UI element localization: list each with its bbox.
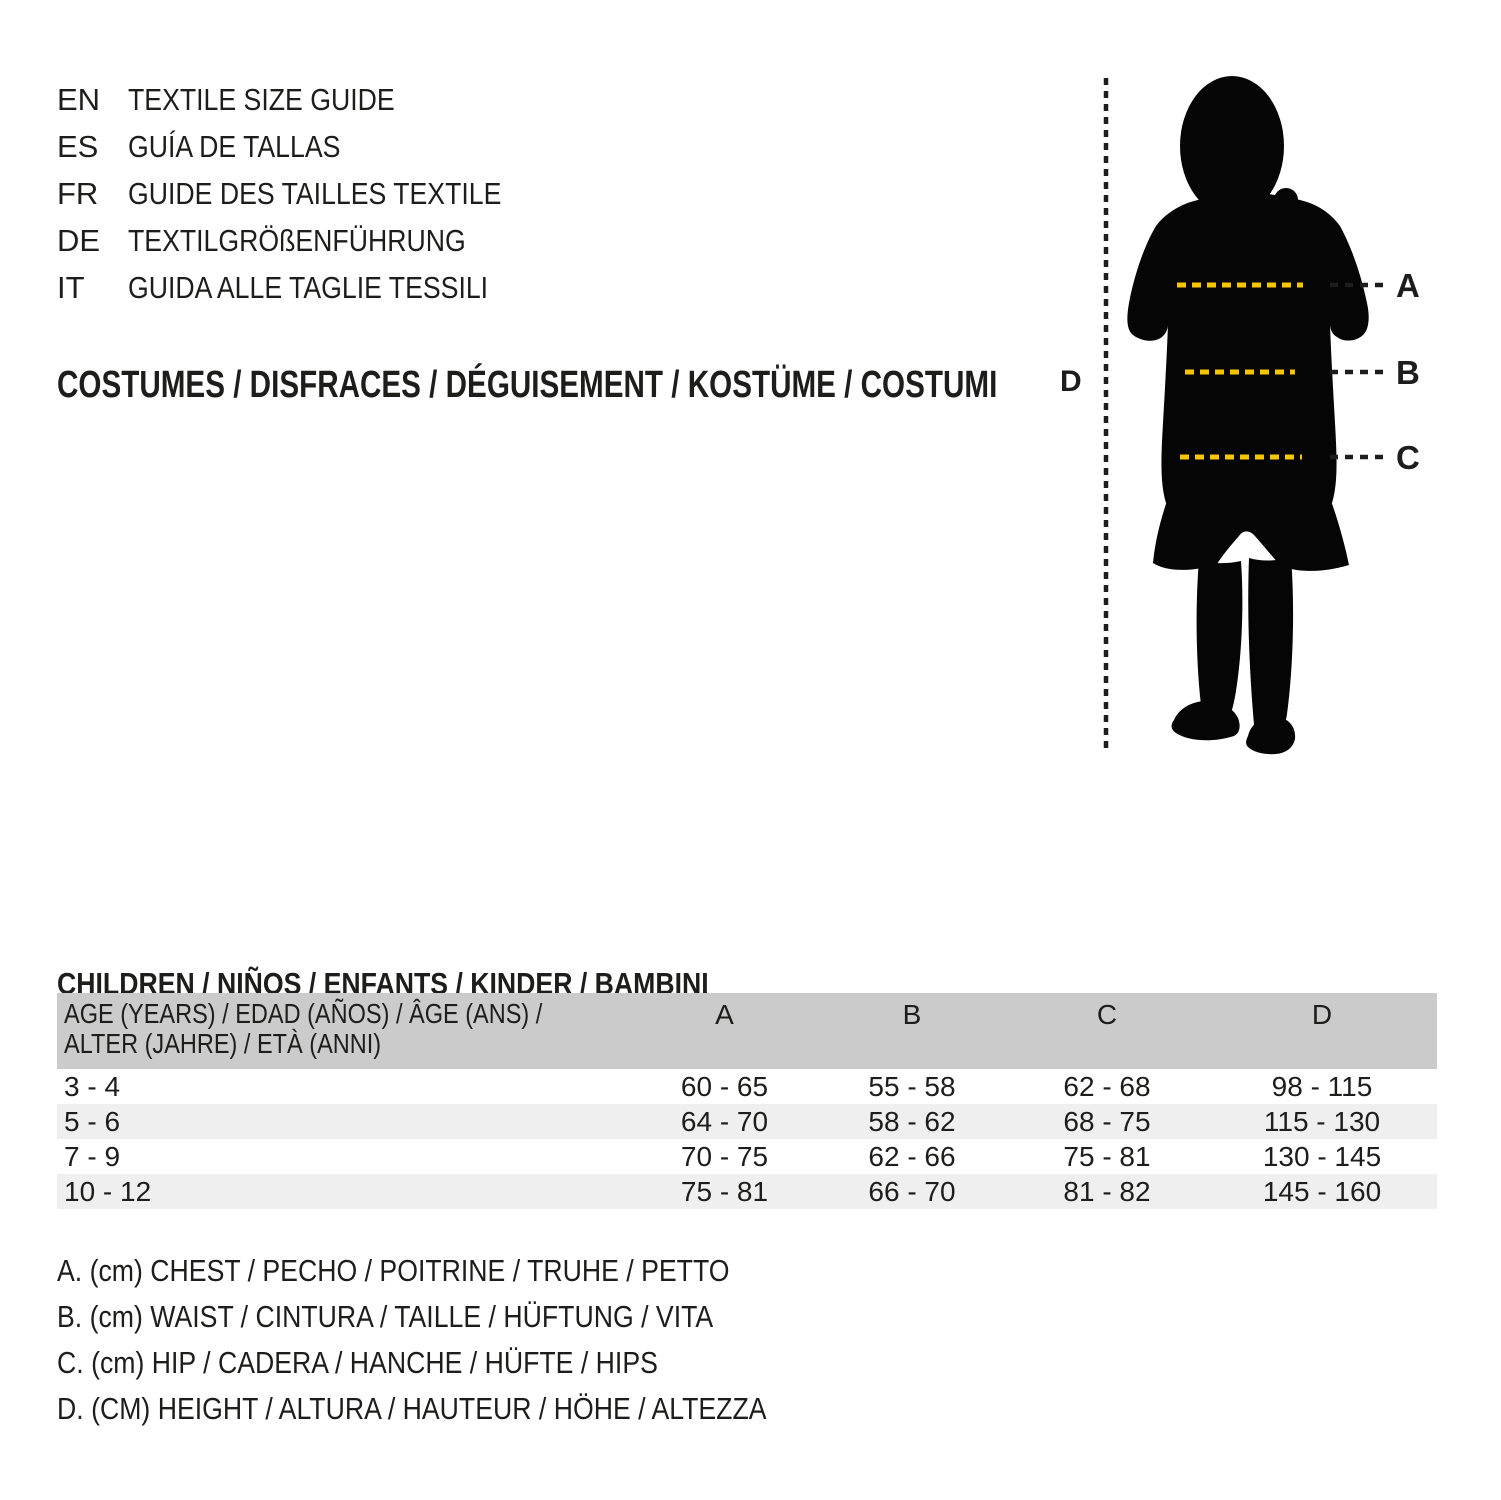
column-header-d: D xyxy=(1207,993,1437,1069)
label-a-chest: A xyxy=(1396,267,1420,304)
age-cell: 7 - 9 xyxy=(64,1141,121,1172)
legend-item-waist: B. (cm) WAIST / CINTURA / TAILLE / HÜFTU… xyxy=(57,1294,882,1340)
hip-cell: 75 - 81 xyxy=(1063,1141,1151,1172)
category-title: COSTUMES / DISFRACES / DÉGUISEMENT / KOS… xyxy=(57,365,1263,405)
column-header-c: C xyxy=(1007,993,1207,1069)
children-size-table: AGE (YEARS) / EDAD (AÑOS) / ÂGE (ANS) / … xyxy=(57,993,1437,1209)
hip-cell: 68 - 75 xyxy=(1063,1106,1151,1137)
lang-title: GUIDE DES TAILLES TEXTILE xyxy=(128,176,502,211)
lang-code: DE xyxy=(57,223,101,258)
silhouette-head xyxy=(1180,76,1284,216)
legend-item-height: D. (CM) HEIGHT / ALTURA / HAUTEUR / HÖHE… xyxy=(57,1386,882,1432)
height-cell: 145 - 160 xyxy=(1262,1176,1382,1207)
category-title-text: COSTUMES / DISFRACES / DÉGUISEMENT / KOS… xyxy=(57,364,998,407)
lang-code: ES xyxy=(57,129,99,164)
height-cell: 115 - 130 xyxy=(1263,1106,1381,1137)
silhouette-shirt xyxy=(1127,192,1369,512)
silhouette-shorts xyxy=(1153,498,1349,571)
language-title-list: EN TEXTILE SIZE GUIDE ES GUÍA DE TALLAS … xyxy=(57,76,562,311)
legend-item-hip: C. (cm) HIP / CADERA / HANCHE / HÜFTE / … xyxy=(57,1340,882,1386)
label-d-height: D xyxy=(1060,365,1082,398)
age-column-header: AGE (YEARS) / EDAD (AÑOS) / ÂGE (ANS) / … xyxy=(57,993,632,1069)
age-cell: 3 - 4 xyxy=(64,1071,121,1102)
chest-cell: 70 - 75 xyxy=(680,1141,769,1172)
measurement-legend: A. (cm) CHEST / PECHO / POITRINE / TRUHE… xyxy=(57,1248,882,1432)
label-c-hip: C xyxy=(1396,439,1420,476)
silhouette-left-shoe xyxy=(1171,700,1240,741)
chest-cell: 75 - 81 xyxy=(680,1176,769,1207)
size-table-header: AGE (YEARS) / EDAD (AÑOS) / ÂGE (ANS) / … xyxy=(57,993,1437,1069)
legend-item-text: C. (cm) HIP / CADERA / HANCHE / HÜFTE / … xyxy=(57,1345,658,1380)
waist-cell: 55 - 58 xyxy=(868,1071,956,1102)
lang-row-fr: FR GUIDE DES TAILLES TEXTILE xyxy=(57,170,562,217)
legend-item-chest: A. (cm) CHEST / PECHO / POITRINE / TRUHE… xyxy=(57,1248,882,1294)
lang-title: GUÍA DE TALLAS xyxy=(128,129,341,164)
column-header-a: A xyxy=(632,993,817,1069)
waist-cell: 58 - 62 xyxy=(868,1106,956,1137)
legend-item-text: A. (cm) CHEST / PECHO / POITRINE / TRUHE… xyxy=(57,1253,730,1288)
column-header-b: B xyxy=(817,993,1007,1069)
age-cell: 5 - 6 xyxy=(64,1106,121,1137)
table-row: 10 - 12 75 - 81 66 - 70 81 - 82 145 - 16… xyxy=(57,1174,1437,1209)
chest-cell: 60 - 65 xyxy=(680,1071,769,1102)
hip-cell: 81 - 82 xyxy=(1063,1176,1151,1207)
lang-title: TEXTILGRÖßENFÜHRUNG xyxy=(128,223,466,258)
child-silhouette xyxy=(1127,76,1369,755)
lang-title: TEXTILE SIZE GUIDE xyxy=(128,82,395,117)
waist-cell: 62 - 66 xyxy=(868,1141,956,1172)
age-header-line1: AGE (YEARS) / EDAD (AÑOS) / ÂGE (ANS) / xyxy=(64,998,543,1029)
label-b-waist: B xyxy=(1396,354,1420,391)
hip-cell: 62 - 68 xyxy=(1063,1071,1151,1102)
silhouette-right-leg xyxy=(1248,557,1294,740)
legend-item-text: B. (cm) WAIST / CINTURA / TAILLE / HÜFTU… xyxy=(57,1299,714,1334)
height-cell: 98 - 115 xyxy=(1271,1071,1373,1102)
lang-title: GUIDA ALLE TAGLIE TESSILI xyxy=(128,270,489,305)
table-row: 5 - 6 64 - 70 58 - 62 68 - 75 115 - 130 xyxy=(57,1104,1437,1139)
lang-row-it: IT GUIDA ALLE TAGLIE TESSILI xyxy=(57,264,562,311)
age-cell: 10 - 12 xyxy=(64,1176,152,1207)
lang-row-en: EN TEXTILE SIZE GUIDE xyxy=(57,76,562,123)
lang-row-es: ES GUÍA DE TALLAS xyxy=(57,123,562,170)
lang-row-de: DE TEXTILGRÖßENFÜHRUNG xyxy=(57,217,562,264)
height-cell: 130 - 145 xyxy=(1262,1141,1382,1172)
lang-code: FR xyxy=(57,176,99,211)
age-header-line2: ALTER (JAHRE) / ETÀ (ANNI) xyxy=(64,1028,382,1059)
waist-cell: 66 - 70 xyxy=(868,1176,956,1207)
table-row: 7 - 9 70 - 75 62 - 66 75 - 81 130 - 145 xyxy=(57,1139,1437,1174)
lang-code: EN xyxy=(57,82,101,117)
lang-code: IT xyxy=(57,270,85,305)
silhouette-right-shoe xyxy=(1246,716,1296,755)
legend-item-text: D. (CM) HEIGHT / ALTURA / HAUTEUR / HÖHE… xyxy=(57,1391,767,1426)
chest-cell: 64 - 70 xyxy=(680,1106,769,1137)
silhouette-left-leg xyxy=(1196,560,1243,718)
child-measurement-diagram: A B C D xyxy=(1060,76,1420,755)
table-row: 3 - 4 60 - 65 55 - 58 62 - 68 98 - 115 xyxy=(57,1069,1437,1104)
